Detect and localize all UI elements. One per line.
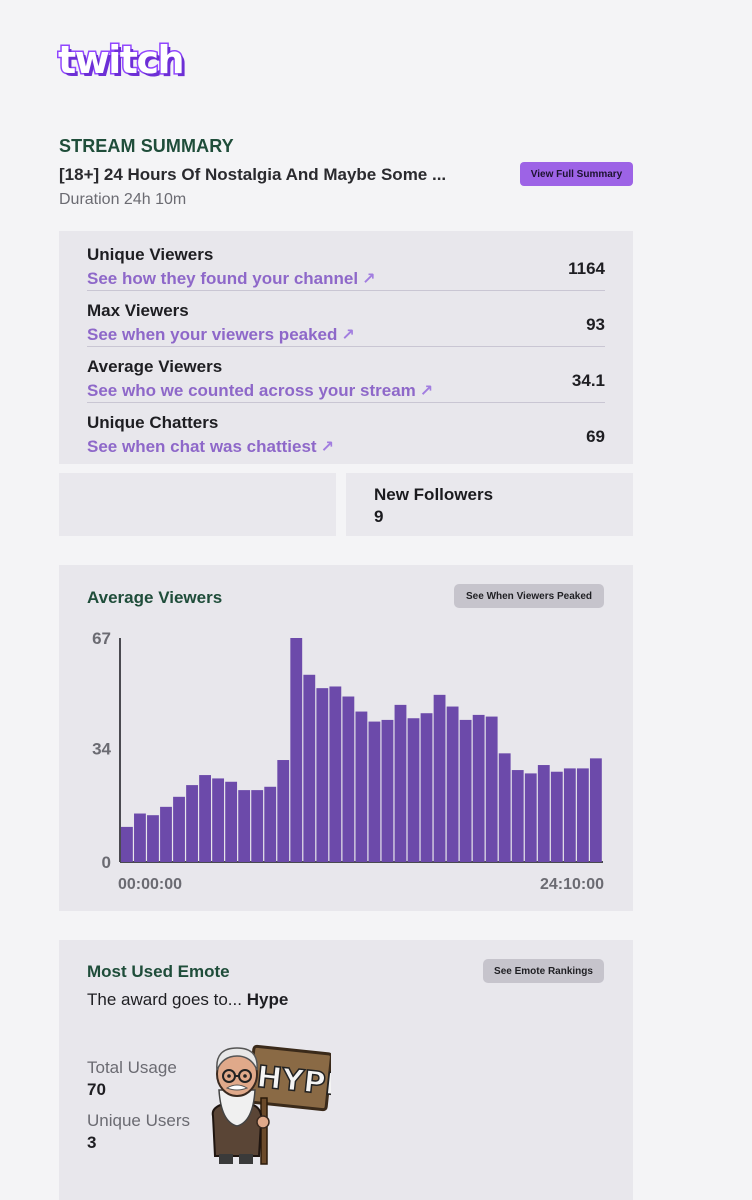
- unique-users-value: 3: [87, 1133, 97, 1152]
- bar: [355, 711, 368, 862]
- stream-duration: Duration 24h 10m: [59, 191, 187, 208]
- stat-label: Average Viewers: [87, 357, 223, 376]
- bar: [173, 796, 185, 862]
- chart-title: Average Viewers: [87, 588, 223, 607]
- stat-value: 69: [586, 427, 605, 446]
- followers-label: New Followers: [374, 485, 494, 504]
- page-title: STREAM SUMMARY: [59, 136, 234, 156]
- divider: [87, 290, 605, 291]
- bar: [290, 638, 303, 862]
- bar: [342, 696, 355, 862]
- followers-value: 9: [374, 507, 384, 526]
- external-arrow-icon: ↗: [320, 439, 334, 456]
- x-tick-label: 00:00:00: [118, 876, 182, 893]
- bar: [420, 713, 433, 862]
- see-viewers-peaked-button[interactable]: See When Viewers Peaked: [454, 584, 604, 608]
- bar: [563, 768, 576, 862]
- bar: [498, 753, 511, 862]
- stat-link-chattiest[interactable]: See when chat was chattiest ↗: [87, 437, 334, 457]
- bar: [147, 815, 159, 862]
- stats-panel: Unique Viewers See how they found your c…: [59, 231, 633, 464]
- stat-row-unique-chatters: Unique Chatters See when chat was chatti…: [87, 403, 605, 459]
- stat-label: Unique Chatters: [87, 413, 219, 432]
- stat-link-text: See when your viewers peaked: [87, 325, 338, 344]
- bar: [264, 786, 277, 862]
- stat-link-found-channel[interactable]: See how they found your channel ↗: [87, 269, 376, 289]
- bar: [459, 719, 472, 862]
- bar: [472, 714, 485, 862]
- divider: [87, 346, 605, 347]
- bar: [407, 718, 420, 862]
- stat-link-text: See how they found your channel: [87, 269, 359, 288]
- see-emote-rankings-button[interactable]: See Emote Rankings: [483, 959, 604, 983]
- y-tick-label: 67: [92, 629, 111, 648]
- stat-row-average-viewers: Average Viewers See who we counted acros…: [87, 347, 605, 403]
- most-used-emote-card: Most Used Emote See Emote Rankings The a…: [59, 940, 633, 1200]
- bar: [511, 770, 524, 862]
- external-arrow-icon: ↗: [362, 271, 376, 288]
- divider: [87, 402, 605, 403]
- stream-title: [18+] 24 Hours Of Nostalgia And Maybe So…: [59, 165, 447, 184]
- bar: [225, 781, 238, 862]
- stat-link-counted[interactable]: See who we counted across your stream ↗: [87, 381, 433, 401]
- y-tick-label: 34: [92, 739, 111, 758]
- award-text: The award goes to... Hype: [87, 990, 288, 1010]
- bar: [212, 778, 225, 862]
- bar: [303, 674, 316, 862]
- twitch-logo: twitch: [56, 37, 186, 84]
- bar: [134, 813, 146, 862]
- bar: [485, 716, 498, 862]
- average-viewers-chart-card: Average Viewers See When Viewers Peaked …: [59, 565, 633, 911]
- bar: [329, 686, 342, 862]
- bar: [316, 688, 329, 862]
- bar: [537, 765, 550, 862]
- bar: [160, 806, 172, 862]
- external-arrow-icon: ↗: [419, 383, 434, 400]
- emote-title: Most Used Emote: [87, 962, 230, 981]
- award-emote-name: Hype: [246, 990, 289, 1009]
- total-usage-label: Total Usage: [87, 1058, 177, 1077]
- hype-emote-image: HYPE: [211, 1044, 331, 1165]
- stat-value: 34.1: [571, 371, 605, 390]
- bar: [394, 704, 407, 862]
- stat-label: Unique Viewers: [87, 245, 214, 264]
- logo-wordmark: twitch: [56, 37, 186, 84]
- award-prefix: The award goes to...: [87, 990, 242, 1009]
- new-followers-card: New Followers 9: [346, 473, 633, 536]
- bar: [576, 768, 589, 862]
- bar: [238, 790, 251, 862]
- average-viewers-chart: 67 34 0 00:00:00 24:10:00: [92, 629, 604, 893]
- bar: [251, 790, 264, 862]
- unique-users-label: Unique Users: [87, 1111, 190, 1130]
- bar: [381, 719, 394, 862]
- stat-label: Max Viewers: [87, 301, 189, 320]
- x-tick-label: 24:10:00: [540, 876, 604, 893]
- bar: [589, 758, 602, 862]
- stat-link-text: See when chat was chattiest: [87, 437, 317, 456]
- bar: [186, 785, 198, 862]
- blank-stat-card: [59, 473, 336, 536]
- view-full-summary-button[interactable]: View Full Summary: [520, 162, 633, 186]
- stat-link-text: See who we counted across your stream: [87, 381, 416, 400]
- bar: [368, 721, 381, 862]
- bar: [433, 694, 446, 862]
- bar: [199, 775, 211, 862]
- bar: [446, 706, 459, 862]
- total-usage-value: 70: [87, 1080, 106, 1099]
- external-arrow-icon: ↗: [341, 327, 355, 344]
- bar: [277, 760, 290, 862]
- stat-link-viewers-peaked[interactable]: See when your viewers peaked ↗: [87, 325, 355, 345]
- y-tick-label: 0: [102, 853, 111, 872]
- stat-row-max-viewers: Max Viewers See when your viewers peaked…: [87, 291, 605, 347]
- bar: [550, 771, 563, 862]
- stat-value: 1164: [568, 259, 605, 278]
- bar: [524, 773, 537, 862]
- stat-row-unique-viewers: Unique Viewers See how they found your c…: [87, 235, 605, 291]
- stat-value: 93: [586, 315, 605, 334]
- bar: [121, 826, 133, 862]
